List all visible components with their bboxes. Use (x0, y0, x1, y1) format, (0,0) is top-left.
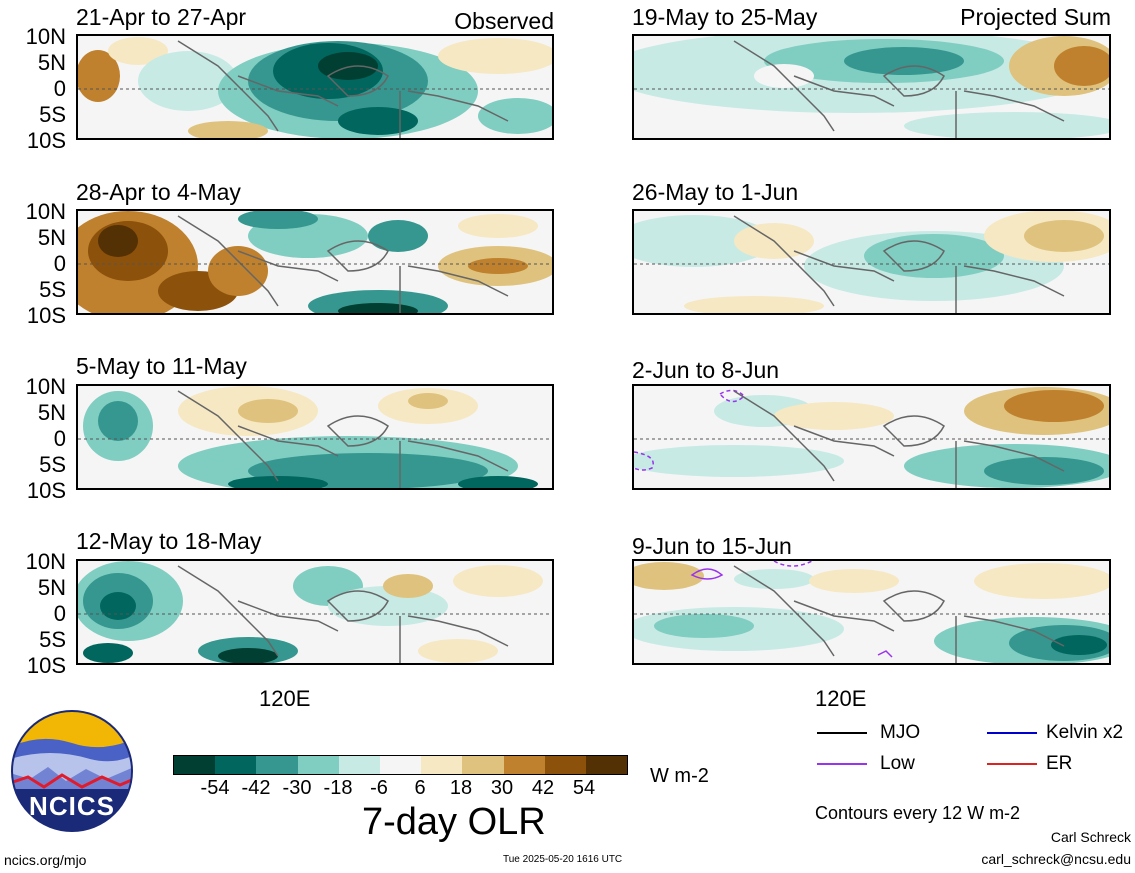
legend-label-low: Low (880, 753, 915, 774)
olr-map (632, 34, 1111, 140)
panel-title: 26-May to 1-Jun (632, 179, 799, 205)
colorbar-swatch (256, 756, 298, 774)
lat-label: 10N (25, 549, 66, 574)
legend-label-mjo: MJO (880, 722, 921, 743)
legend-line-low (817, 763, 867, 765)
legend-line-mjo (817, 732, 867, 734)
lat-label: 5S (39, 277, 66, 302)
lat-label: 5S (39, 627, 66, 652)
panel-title: 21-Apr to 27-Apr (76, 4, 247, 30)
panel-title: 19-May to 25-May (632, 4, 818, 30)
colorbar-tick: -6 (370, 777, 388, 799)
lon-label-right: 120E (815, 686, 867, 711)
panel-title: 5-May to 11-May (76, 353, 247, 379)
lat-label: 5N (37, 400, 66, 425)
colorbar-swatch (544, 756, 586, 774)
panel-title: 2-Jun to 8-Jun (632, 357, 780, 383)
legend-line-er (987, 763, 1037, 765)
colorbar-swatch (379, 756, 422, 774)
contours-note: Contours every 12 W m-2 (815, 803, 1021, 823)
olr-map (632, 384, 1111, 490)
lat-label: 5N (37, 225, 66, 250)
lat-label: 10S (26, 128, 66, 153)
colorbar-tick: 54 (572, 777, 596, 799)
lon-label-left: 120E (259, 686, 311, 711)
colorbar-tick: -30 (282, 777, 312, 799)
colorbar-swatch (585, 756, 628, 774)
lat-label: 0 (53, 601, 66, 626)
olr-map (76, 384, 554, 490)
colorbar (173, 755, 628, 775)
colorbar-tick: -42 (241, 777, 271, 799)
lat-label: 10N (25, 374, 66, 399)
colorbar-tick: 18 (449, 777, 473, 799)
lat-label: 10N (25, 199, 66, 224)
olr-map (76, 209, 554, 315)
lat-label: 10S (26, 478, 66, 503)
lat-label: 5S (39, 452, 66, 477)
olr-map (76, 559, 554, 665)
panel-tag: Projected Sum (960, 4, 1111, 30)
colorbar-swatch (297, 756, 339, 774)
colorbar-swatch (338, 756, 380, 774)
colorbar-tick: -54 (200, 777, 230, 799)
colorbar-swatch (503, 756, 545, 774)
colorbar-swatch (462, 756, 504, 774)
footer-timestamp: Tue 2025-05-20 1616 UTC (503, 854, 623, 865)
main-title: 7-day OLR (362, 801, 546, 843)
legend-line-kelvin (987, 732, 1037, 734)
footer-url: ncics.org/mjo (4, 852, 87, 868)
legend-label-kelvin: Kelvin x2 (1046, 722, 1124, 743)
olr-map (632, 559, 1111, 665)
panel-title: 9-Jun to 15-Jun (632, 533, 792, 559)
ncics-logo: NCICS (10, 709, 134, 833)
lat-label: 5N (37, 575, 66, 600)
lat-label: 0 (53, 76, 66, 101)
legend-label-er: ER (1046, 753, 1073, 774)
colorbar-tick: 42 (531, 777, 555, 799)
logo-text: NCICS (29, 791, 115, 821)
colorbar-swatch (421, 756, 463, 774)
lat-label: 0 (53, 251, 66, 276)
lat-label: 10S (26, 303, 66, 328)
colorbar-units: W m-2 (650, 765, 709, 787)
colorbar-tick: 30 (490, 777, 514, 799)
lat-label: 10N (25, 24, 66, 49)
footer-email: carl_schreck@ncsu.edu (981, 851, 1131, 867)
colorbar-tick: -18 (323, 777, 353, 799)
olr-map (76, 34, 554, 140)
lat-label: 10S (26, 653, 66, 678)
colorbar-tick: 6 (414, 777, 426, 799)
panel-title: 28-Apr to 4-May (76, 179, 241, 205)
colorbar-swatch (215, 756, 257, 774)
lat-label: 0 (53, 426, 66, 451)
lat-label: 5N (37, 50, 66, 75)
footer-author: Carl Schreck (1050, 829, 1131, 845)
colorbar-swatch (174, 756, 216, 774)
lat-label: 5S (39, 102, 66, 127)
olr-map (632, 209, 1111, 315)
panel-tag: Observed (454, 8, 554, 34)
panel-title: 12-May to 18-May (76, 528, 262, 554)
